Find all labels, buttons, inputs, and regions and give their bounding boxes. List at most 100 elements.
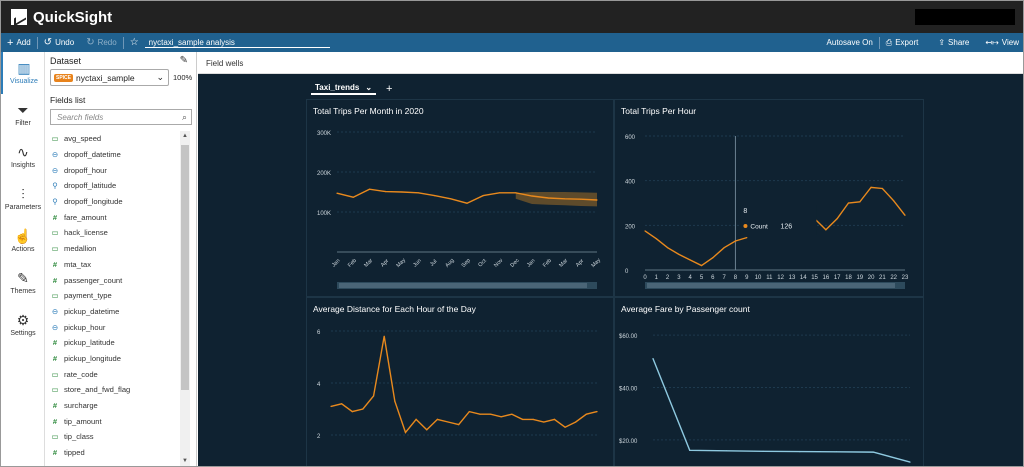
series-line	[644, 230, 747, 267]
rail-item-visualize[interactable]: ▥ Visualize	[1, 52, 45, 94]
data-point	[893, 200, 895, 202]
x-tick-label: 9	[745, 275, 749, 281]
dataset-select[interactable]: SPICE nyctaxi_sample ⌄	[50, 69, 169, 86]
fields-scrollbar[interactable]: ▲ ▼	[180, 131, 190, 466]
field-item[interactable]: ⊖ pickup_hour	[50, 319, 178, 335]
field-item[interactable]: # tip_amount	[50, 413, 178, 429]
field-name: pickup_longitude	[64, 353, 121, 363]
field-item[interactable]: # fare_amount	[50, 209, 178, 225]
data-point	[490, 413, 492, 415]
visual-avg-fare[interactable]: Average Fare by Passenger count $60.00 $4…	[614, 297, 924, 466]
y-tick-label: 300K	[317, 131, 331, 137]
undo-button[interactable]: ↺ Undo	[38, 37, 81, 48]
app-logo[interactable]: QuickSight	[11, 9, 112, 26]
field-item[interactable]: # surcharge	[50, 398, 178, 414]
export-label: Export	[895, 38, 919, 47]
scroll-thumb	[647, 283, 895, 288]
sheet-tab-taxi-trends[interactable]: Taxi_trends ⌄	[311, 83, 377, 95]
rail-item-filter[interactable]: ⏷ Filter	[1, 94, 45, 136]
field-name: hack_license	[64, 228, 108, 238]
data-point	[689, 259, 691, 261]
field-item[interactable]: # pickup_longitude	[50, 351, 178, 367]
y-tick-label: $40.00	[619, 386, 638, 392]
x-tick-label: Mar	[363, 258, 374, 269]
tooltip-value: 126	[780, 224, 792, 231]
series-line	[652, 358, 911, 463]
field-item[interactable]: ▭ rate_code	[50, 366, 178, 382]
scroll-up-arrow-icon[interactable]: ▲	[182, 133, 188, 139]
data-point	[515, 192, 517, 194]
chevron-down-icon[interactable]: ⌄	[365, 83, 373, 92]
redacted-user-menu[interactable]	[915, 9, 1015, 25]
y-tick-label: 600	[625, 135, 636, 141]
visual-avg-distance[interactable]: Average Distance for Each Hour of the Da…	[306, 297, 614, 466]
number-field-icon: #	[52, 416, 58, 426]
y-tick-label: 200K	[317, 171, 331, 177]
rail-item-actions[interactable]: ☝ Actions	[1, 220, 45, 262]
avg-distance-chart: 6 4 2	[317, 330, 598, 440]
scroll-thumb	[339, 283, 587, 288]
field-item[interactable]: ⚲ dropoff_latitude	[50, 178, 178, 194]
analysis-name-field[interactable]: nyctaxi_sample analysis	[144, 38, 330, 48]
export-button[interactable]: ⎙ Export	[880, 38, 925, 48]
x-tick-label: Apr	[575, 258, 585, 268]
data-point	[563, 198, 566, 200]
field-item[interactable]: # pickup_latitude	[50, 335, 178, 351]
rail-item-insights[interactable]: ∿ Insights	[1, 136, 45, 178]
field-item[interactable]: ⊖ pickup_datetime	[50, 304, 178, 320]
data-point	[500, 416, 502, 418]
x-tick-label: Aug	[444, 258, 455, 269]
field-item[interactable]: ▭ avg_speed	[50, 131, 178, 147]
view-button[interactable]: ↤↦ View	[979, 38, 1023, 47]
autosave-toggle[interactable]: Autosave On	[821, 38, 879, 47]
rail-item-parameters[interactable]: ⫶ Parameters	[1, 178, 45, 220]
visual-trips-per-hour[interactable]: Total Trips Per Hour 600 400 200 0 0 1 2 3 4 5 6 7 8…	[614, 99, 924, 297]
scroll-thumb[interactable]	[181, 145, 189, 390]
x-tick-label: 11	[766, 275, 773, 281]
data-point	[426, 429, 428, 431]
data-point	[723, 247, 725, 249]
scroll-down-arrow-icon[interactable]: ▼	[182, 458, 188, 464]
y-tick-label: 2	[317, 434, 321, 440]
dataset-name: nyctaxi_sample	[76, 72, 135, 83]
data-point	[352, 196, 354, 198]
field-item[interactable]: ⊖ dropoff_datetime	[50, 147, 178, 163]
field-item[interactable]: ⚲ dropoff_longitude	[50, 194, 178, 210]
data-point	[585, 413, 587, 415]
date-field-icon: ⊖	[51, 322, 59, 332]
visual-trips-per-month[interactable]: Total Trips Per Month in 2020 300K 200K 10…	[306, 99, 614, 297]
field-item[interactable]: ▭ tip_class	[50, 429, 178, 445]
search-fields-input[interactable]: Search fields ⌕	[50, 109, 192, 125]
field-item[interactable]: ▭ medallion	[50, 241, 178, 257]
date-field-icon: ⊖	[51, 306, 59, 316]
field-item[interactable]: # mta_tax	[50, 257, 178, 273]
x-tick-label: 23	[902, 275, 909, 281]
field-item[interactable]: ⊖ dropoff_hour	[50, 162, 178, 178]
data-point	[341, 403, 343, 405]
field-item[interactable]: ▭ store_and_fwd_flag	[50, 382, 178, 398]
redo-button[interactable]: ↻ Redo	[80, 37, 123, 48]
field-item[interactable]: # tipped	[50, 445, 178, 461]
field-name: mta_tax	[64, 259, 92, 269]
search-placeholder: Search fields	[57, 112, 104, 122]
string-field-icon: ▭	[51, 244, 59, 254]
field-wells-bar[interactable]: Field wells	[198, 52, 1023, 74]
favorite-button[interactable]: ☆	[124, 37, 145, 48]
add-sheet-plus-icon[interactable]: +	[386, 83, 393, 95]
data-point	[385, 191, 387, 193]
autosave-label: Autosave On	[826, 38, 873, 47]
field-item[interactable]: ▭ payment_type	[50, 288, 178, 304]
field-item[interactable]: # passenger_count	[50, 272, 178, 288]
share-button[interactable]: ⇪ Share	[932, 38, 975, 47]
data-point	[351, 411, 353, 413]
rail-item-settings[interactable]: ⚙ Settings	[1, 304, 45, 346]
edit-dataset-pencil-icon[interactable]: ✎	[179, 55, 188, 66]
data-point	[575, 421, 577, 423]
star-icon: ☆	[129, 37, 139, 48]
field-item[interactable]: ▭ hack_license	[50, 225, 178, 241]
rail-item-themes[interactable]: ✎ Themes	[1, 262, 45, 304]
add-button[interactable]: + Add	[1, 37, 37, 49]
x-tick-label: 18	[845, 275, 852, 281]
x-tick-label: Jun	[412, 258, 423, 269]
rail-item-label: Parameters	[4, 204, 42, 211]
